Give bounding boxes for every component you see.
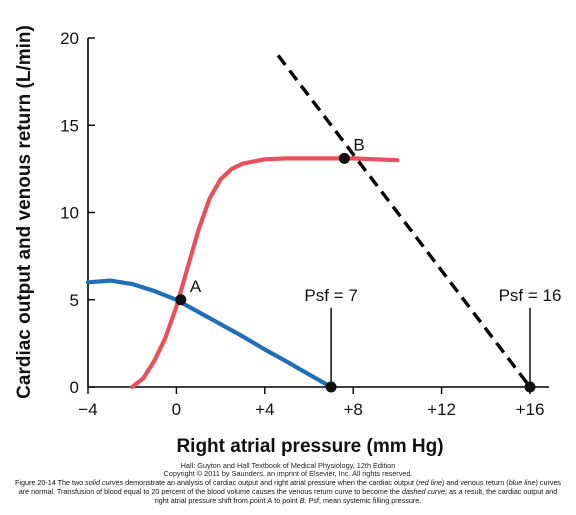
data-point: [338, 152, 350, 164]
point-label: A: [190, 277, 202, 296]
point-label: B: [353, 135, 364, 154]
figure-caption: Figure 20-14 The two solid curves demons…: [14, 478, 562, 506]
x-tick-label: +4: [255, 400, 274, 419]
y-tick-label: 15: [60, 116, 79, 135]
x-tick-label: +8: [344, 400, 363, 419]
y-tick-label: 0: [70, 378, 79, 397]
y-tick-label: 5: [70, 291, 79, 310]
cardiac-output-venous-return-chart: 0 5 10 15 20 −4 0 +4 +8 +12 +16 Psf = 7 Psf = 16 A…: [14, 25, 562, 457]
data-point: [325, 381, 337, 393]
credit-line-2: Copyright © 2011 by Saunders, an imprint…: [163, 469, 413, 478]
transfusion-venous-return-line: [276, 54, 532, 389]
cardiac-output-curve: [130, 156, 400, 390]
data-point: [175, 294, 187, 306]
x-tick-label: +12: [427, 400, 456, 419]
psf-label: Psf = 16: [499, 286, 562, 305]
data-point: [524, 381, 536, 393]
y-tick-label: 10: [60, 204, 79, 223]
x-tick-label: −4: [78, 400, 97, 419]
x-axis-label: Right atrial pressure (mm Hg): [176, 436, 443, 457]
y-tick-label: 20: [60, 29, 79, 48]
psf-label: Psf = 7: [304, 286, 357, 305]
venous-return-curve: [85, 278, 334, 390]
x-tick-label: +16: [516, 400, 545, 419]
x-tick-label: 0: [172, 400, 181, 419]
credit-line-1: Hall: Guyton and Hall Textbook of Medica…: [180, 461, 396, 470]
y-axis-label: Cardiac output and venous return (L/min): [14, 25, 35, 399]
